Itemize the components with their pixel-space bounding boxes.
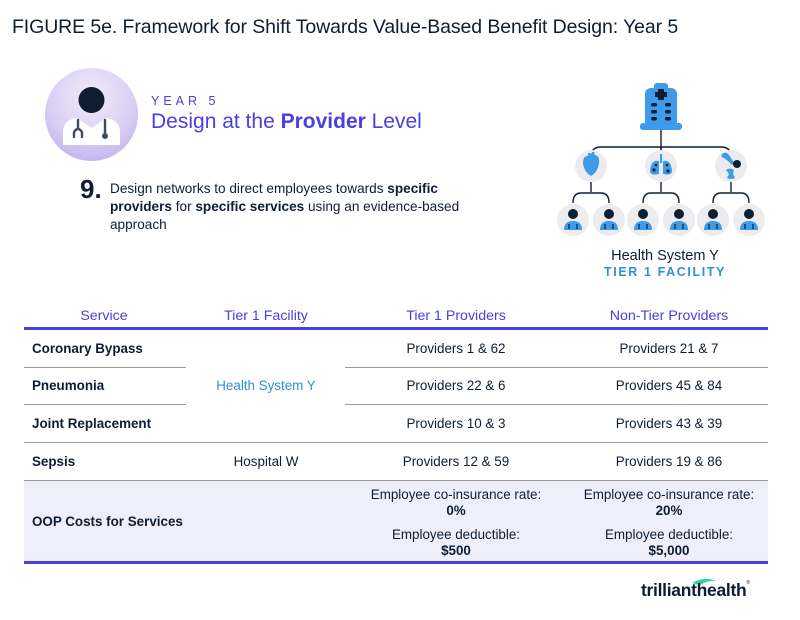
diagram-title: Health System Y (611, 248, 719, 264)
doctor-icon (733, 204, 765, 236)
step-text-bold: specific services (195, 199, 305, 214)
column-header-service: Service (80, 308, 128, 324)
cell-tier1-providers: Providers 10 & 3 (406, 416, 506, 431)
coinsurance-value: 0% (446, 503, 466, 518)
logo-text-right: health (696, 580, 747, 600)
row-divider (345, 367, 768, 368)
column-header-tier1-facility: Tier 1 Facility (224, 308, 308, 324)
heading-bold: Provider (280, 110, 366, 133)
row-divider (345, 404, 768, 405)
step-text-bold: specific providers (110, 181, 438, 214)
step-text-part: Design networks to direct employees towa… (110, 181, 388, 196)
deductible-label: Employee deductible: (604, 527, 734, 542)
heading-prefix: Design at the (151, 110, 281, 133)
logo-swoosh-icon (692, 578, 716, 585)
deductible-value: $500 (441, 543, 471, 558)
row-oop-costs: OOP Costs for Services (32, 514, 183, 529)
column-header-nontier-providers: Non-Tier Providers (609, 308, 729, 324)
column-header-tier1-providers: Tier 1 Providers (406, 308, 506, 324)
cell-tier1-providers: Providers 1 & 62 (406, 341, 506, 356)
coinsurance-value: 20% (655, 503, 683, 518)
joint-bone-icon (721, 152, 741, 179)
diagram-subtitle: TIER 1 FACILITY (604, 265, 726, 279)
trilliant-health-logo: trillianthealth® (641, 580, 750, 601)
step-text: Design networks to direct employees towa… (110, 180, 480, 234)
deductible-label: Employee deductible: (391, 527, 521, 542)
hospital-icon (640, 83, 682, 130)
row-divider (24, 442, 768, 443)
oop-tier1-coinsurance: Employee co-insurance rate: 0% (348, 487, 564, 519)
coinsurance-label: Employee co-insurance rate: (370, 487, 542, 502)
oop-nontier-coinsurance: Employee co-insurance rate: 20% (566, 487, 772, 519)
oop-row-background (24, 481, 768, 561)
row-divider (24, 367, 186, 368)
cell-nontier-providers: Providers 19 & 86 (615, 454, 723, 469)
heart-icon (583, 152, 600, 176)
row-service-sepsis: Sepsis (32, 454, 76, 469)
step-number: 9. (80, 174, 102, 204)
footer-rule (24, 561, 768, 564)
doctor-icon (697, 204, 729, 236)
logo-registered-mark: ® (746, 580, 750, 586)
row-service-coronary-bypass: Coronary Bypass (32, 341, 143, 356)
cell-facility-health-system-y: Health System Y (216, 378, 316, 393)
heading-suffix: Level (365, 110, 422, 133)
health-system-diagram (550, 75, 780, 285)
doctor-icon (557, 204, 589, 236)
coinsurance-label: Employee co-insurance rate: (583, 487, 755, 502)
oop-tier1-deductible: Employee deductible: $500 (348, 527, 564, 559)
step-text-part: using an evidence-based approach (110, 199, 460, 232)
doctor-avatar-icon (45, 68, 138, 161)
row-divider (24, 480, 768, 481)
header-rule (24, 327, 768, 330)
deductible-value: $5,000 (648, 543, 690, 558)
step-text-part: for (171, 199, 196, 214)
cell-nontier-providers: Providers 45 & 84 (615, 378, 723, 393)
cell-nontier-providers: Providers 43 & 39 (615, 416, 723, 431)
doctor-icon (627, 204, 659, 236)
figure-title: FIGURE 5e. Framework for Shift Towards V… (12, 16, 679, 38)
cell-nontier-providers: Providers 21 & 7 (619, 341, 719, 356)
cell-tier1-providers: Providers 22 & 6 (406, 378, 506, 393)
row-service-joint-replacement: Joint Replacement (32, 416, 152, 431)
row-service-pneumonia: Pneumonia (32, 378, 105, 393)
row-divider (24, 404, 186, 405)
oop-nontier-deductible: Employee deductible: $5,000 (566, 527, 772, 559)
doctor-icon (663, 204, 695, 236)
year-label: YEAR 5 (151, 94, 220, 108)
year-heading: Design at the Provider Level (151, 110, 422, 134)
cell-facility-hospital-w: Hospital W (233, 454, 299, 469)
cell-tier1-providers: Providers 12 & 59 (402, 454, 510, 469)
lungs-icon (650, 154, 672, 175)
logo-text-left: trilliant (641, 580, 697, 600)
doctor-icon (593, 204, 625, 236)
